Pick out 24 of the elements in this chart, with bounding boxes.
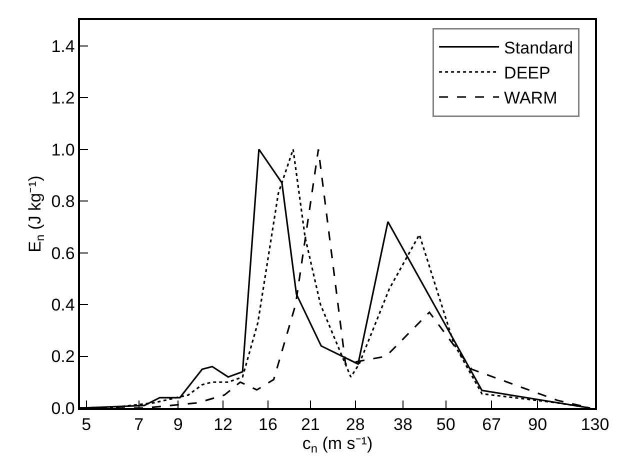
y-tick-label: 0.0	[51, 398, 75, 418]
y-tick-label: 1.2	[51, 88, 75, 108]
y-tick-label: 0.8	[51, 192, 75, 212]
y-tick-label: 0.2	[51, 347, 75, 366]
x-tick-label: 90	[528, 415, 548, 434]
y-tick-label: 1.4	[51, 36, 75, 56]
y-tick-label: 0.6	[51, 244, 75, 263]
x-tick-label: 7	[134, 415, 144, 434]
x-tick-label: 12	[214, 415, 232, 434]
x-tick-label: 50	[436, 415, 456, 434]
x-tick-label: 9	[173, 415, 183, 434]
legend-label: Standard	[504, 38, 574, 58]
y-tick-label: 1.0	[51, 140, 75, 160]
legend-label: WARM	[504, 88, 558, 108]
x-tick-label: 21	[300, 415, 320, 434]
x-axis-title: c$_{n}$ (m s⁻¹)	[302, 434, 373, 456]
x-tick-label: 67	[482, 415, 501, 434]
x-tick-label: 38	[394, 415, 412, 434]
x-tick-label: 16	[258, 415, 278, 434]
legend-label: DEEP	[504, 64, 550, 83]
x-tick-label: 5	[82, 415, 92, 434]
y-tick-label: 0.4	[51, 295, 75, 314]
x-tick-label: 130	[580, 415, 610, 434]
x-tick-label: 28	[346, 415, 365, 434]
